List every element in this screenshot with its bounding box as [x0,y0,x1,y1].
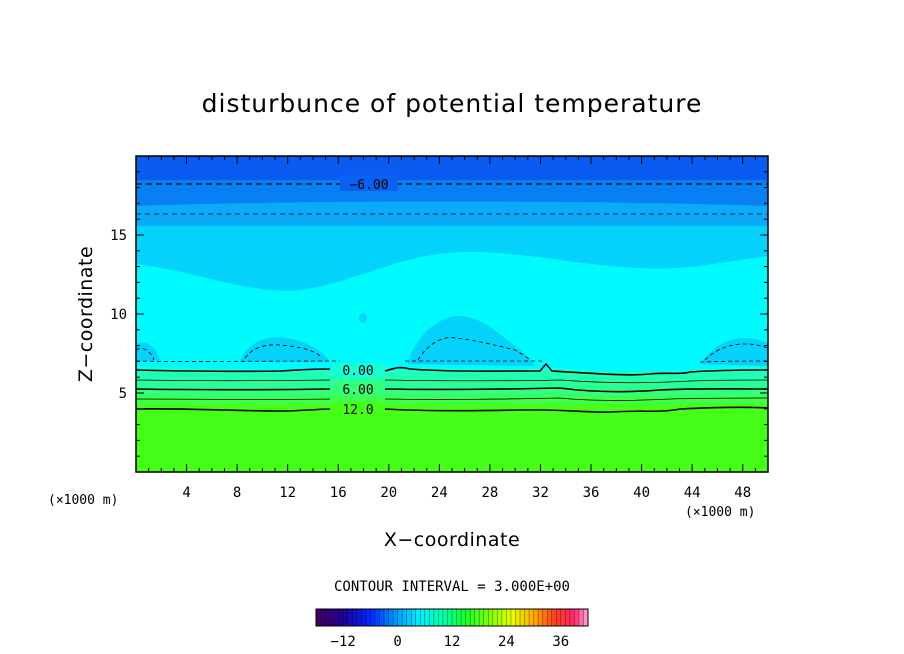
colorbar-cell [347,609,353,626]
colorbar-cell [397,609,403,626]
colorbar-cell [542,609,548,626]
colorbar-cell [497,609,503,626]
colorbar-cell [574,609,580,626]
colorbar-cell [456,609,462,626]
colorbar-cell [547,609,553,626]
colorbar-tick-label: −12 [331,634,356,650]
x-tick-label: 12 [279,485,296,501]
colorbar-cell [429,609,435,626]
x-tick-label: 8 [233,485,241,501]
contour-label-0: 0.00 [342,364,373,379]
colorbar-cell [533,609,539,626]
contour-label-12: 12.0 [342,403,373,418]
x-tick-label: 36 [583,485,600,501]
colorbar-cell [565,609,571,626]
x-unit-label-right: (×1000 m) [685,505,755,520]
y-tick-label: 15 [110,228,127,244]
y-axis-ticks: 5 10 15 [110,171,768,457]
contour-lines [136,183,768,413]
colorbar-cell [515,609,521,626]
colorbar-cell [560,609,566,626]
colorbar-cell [402,609,407,626]
colorbar-cell [379,609,385,626]
colorbar-cell [343,609,349,626]
colorbar-cell [384,609,389,626]
colorbar-cell [556,609,562,626]
colorbar-cell [479,609,485,626]
colorbar-cell [492,609,498,626]
contour-label-neg6: −6.00 [349,178,388,193]
colorbar-cell [510,609,516,626]
colorbar-cell [406,609,412,626]
colorbar-cell [488,609,494,626]
colorbar-tick-label: 12 [444,634,461,650]
colorbar-cell [420,609,426,626]
heatmap-field [136,156,768,472]
chart-title: disturbunce of potential temperature [202,89,703,118]
colorbar-cell [474,609,480,626]
colorbar-cell [442,609,448,626]
colorbar-cell [411,609,417,626]
colorbar-cell [538,609,543,626]
colorbar-cell [483,609,489,626]
colorbar-cell [524,609,530,626]
colorbar-cell [374,609,380,626]
colorbar-cell [388,609,394,626]
x-tick-label: 48 [734,485,751,501]
contour-labels: −6.00 0.00 6.00 12.0 [333,175,398,418]
colorbar-cell [356,609,362,626]
contour-label-6: 6.00 [342,383,373,398]
colorbar-cell [569,609,575,626]
colorbar-cell [365,609,371,626]
colorbar-cell [447,609,453,626]
x-tick-label: 44 [684,485,701,501]
colorbar-cell [506,609,512,626]
y-axis-label: Z−coordinate [75,246,97,382]
colorbar-cell [551,609,557,626]
colorbar-cell [424,609,430,626]
x-tick-label: 4 [182,485,190,501]
colorbar [315,609,589,626]
colorbar-cell [529,609,534,626]
x-tick-label: 32 [532,485,549,501]
x-tick-label: 20 [380,485,397,501]
y-tick-label: 5 [119,386,127,402]
colorbar-cell [438,609,444,626]
colorbar-tick-label: 36 [552,634,569,650]
colorbar-cell [452,609,457,626]
x-axis-label: X−coordinate [384,529,520,551]
x-axis-ticks: 4 8 12 16 20 24 28 32 36 40 44 48 [148,156,769,501]
colorbar-frame [315,608,589,627]
colorbar-cell [520,609,525,626]
colorbar-cell [433,609,439,626]
x-tick-label: 28 [481,485,498,501]
colorbar-ticks: −12 0 12 24 36 [331,634,570,650]
colorbar-cell [334,609,339,626]
colorbar-cell [583,609,589,626]
x-tick-label: 24 [431,485,448,501]
contour-interval-text: CONTOUR INTERVAL = 3.000E+00 [334,579,570,595]
colorbar-cell [370,609,376,626]
colorbar-cell [578,609,584,626]
colorbar-cell [320,609,326,626]
colorbar-cell [465,609,471,626]
colorbar-cell [316,609,321,626]
colorbar-tick-label: 0 [393,634,401,650]
colorbar-cell [325,609,330,626]
x-tick-label: 16 [330,485,347,501]
colorbar-cell [393,609,398,626]
colorbar-cell [352,609,358,626]
colorbar-cell [329,609,335,626]
colorbar-cell [361,609,367,626]
colorbar-cell [501,609,507,626]
colorbar-tick-label: 24 [498,634,515,650]
colorbar-cell [415,609,421,626]
x-unit-label-left: (×1000 m) [48,493,118,508]
colorbar-cell [470,609,475,626]
colorbar-cell [338,609,344,626]
colorbar-cell [461,609,466,626]
x-tick-label: 40 [633,485,650,501]
y-tick-label: 10 [110,307,127,323]
